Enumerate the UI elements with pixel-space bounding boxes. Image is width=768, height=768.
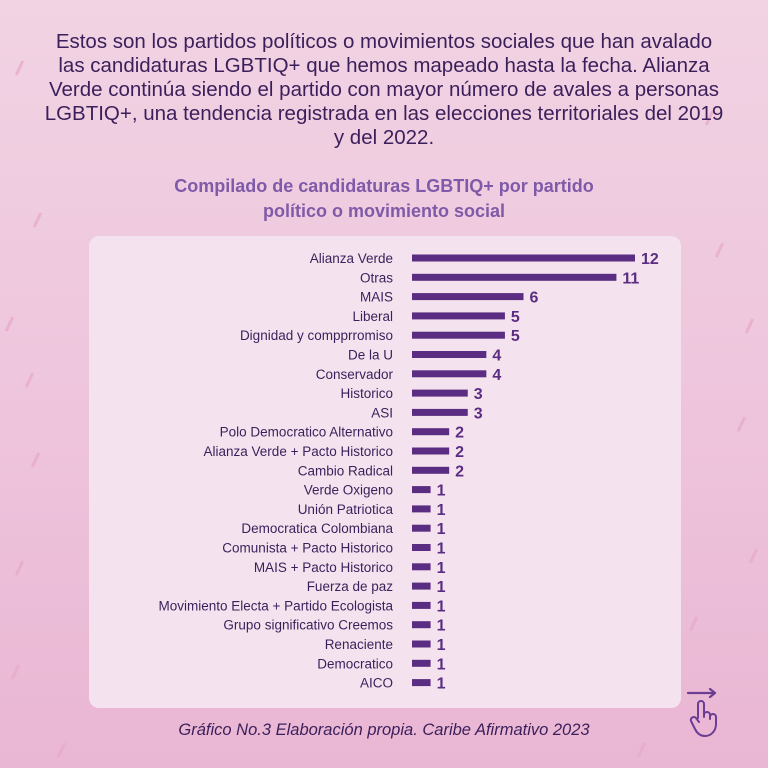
category-label: Historico [340,386,393,401]
bar [412,428,450,436]
value-label: 2 [455,463,464,480]
category-label: Democratico [317,656,393,671]
value-label: 11 [622,270,639,287]
bar [412,524,431,532]
category-label: De la U [348,348,393,363]
bar [412,351,487,358]
category-label: Fuerza de paz [307,579,394,594]
bar [412,331,505,339]
value-label: 3 [474,386,483,403]
category-label: MAIS [360,290,393,305]
source-note: Gráfico No.3 Elaboración propia. Caribe … [178,721,590,739]
bar [412,563,431,571]
value-label: 1 [437,656,446,673]
bar [412,582,431,590]
chart-title: Compilado de candidaturas LGBTIQ+ por pa… [174,176,594,221]
category-label: Grupo significativo Creemos [223,618,393,633]
bar [412,370,487,378]
category-label: Comunista + Pacto Historico [222,541,393,556]
bar [412,486,431,494]
value-label: 1 [437,579,446,596]
value-label: 6 [530,290,539,307]
value-label: 5 [511,328,520,345]
category-label: Otras [360,270,393,285]
value-label: 1 [437,483,446,500]
bar [412,389,468,397]
category-label: MAIS + Pacto Historico [254,560,393,575]
value-label: 4 [492,367,501,384]
category-label: Liberal [352,309,393,324]
bar [412,447,450,455]
category-label: Renaciente [325,637,393,652]
bar [412,601,431,609]
category-label: Cambio Radical [298,463,393,478]
bar [412,254,635,262]
bar [412,544,431,551]
bar [412,505,431,513]
value-label: 1 [437,676,446,693]
chart-panel: Alianza Verde 12 Otras 11 MAIS 6 Liberal 5 Digni… [89,236,681,708]
bar [412,621,431,629]
category-label: AICO [360,676,393,691]
category-label: Alianza Verde [310,251,393,266]
value-label: 5 [511,309,520,326]
bar [412,640,431,648]
hand-pointer-swipe-icon [686,688,717,737]
bar [412,466,450,474]
category-label: Verde Oxigeno [304,483,393,498]
value-label: 4 [492,348,501,365]
value-label: 1 [437,502,446,519]
category-label: ASI [371,405,393,420]
value-label: 1 [437,560,446,577]
bar [412,293,524,301]
value-label: 1 [437,618,446,635]
value-label: 1 [437,521,446,538]
category-label: Conservador [316,367,394,382]
value-label: 1 [437,637,446,654]
bar [412,679,431,687]
category-label: Movimiento Electa + Partido Ecologista [159,598,394,613]
category-label: Democratica Colombiana [241,521,393,536]
category-label: Unión Patriotica [298,502,394,517]
category-label: Alianza Verde + Pacto Historico [204,444,393,459]
bar [412,659,431,667]
bar [412,312,505,320]
bar [412,408,468,416]
value-label: 2 [455,425,464,442]
intro-text: Estos son los partidos políticos o movim… [44,30,724,149]
value-label: 1 [437,598,446,615]
value-label: 1 [437,541,446,558]
value-label: 3 [474,405,483,422]
value-label: 12 [641,251,659,268]
category-label: Polo Democratico Alternativo [220,425,393,440]
category-label: Dignidad y compprromiso [240,328,393,343]
bar [412,273,617,281]
value-label: 2 [455,444,464,461]
